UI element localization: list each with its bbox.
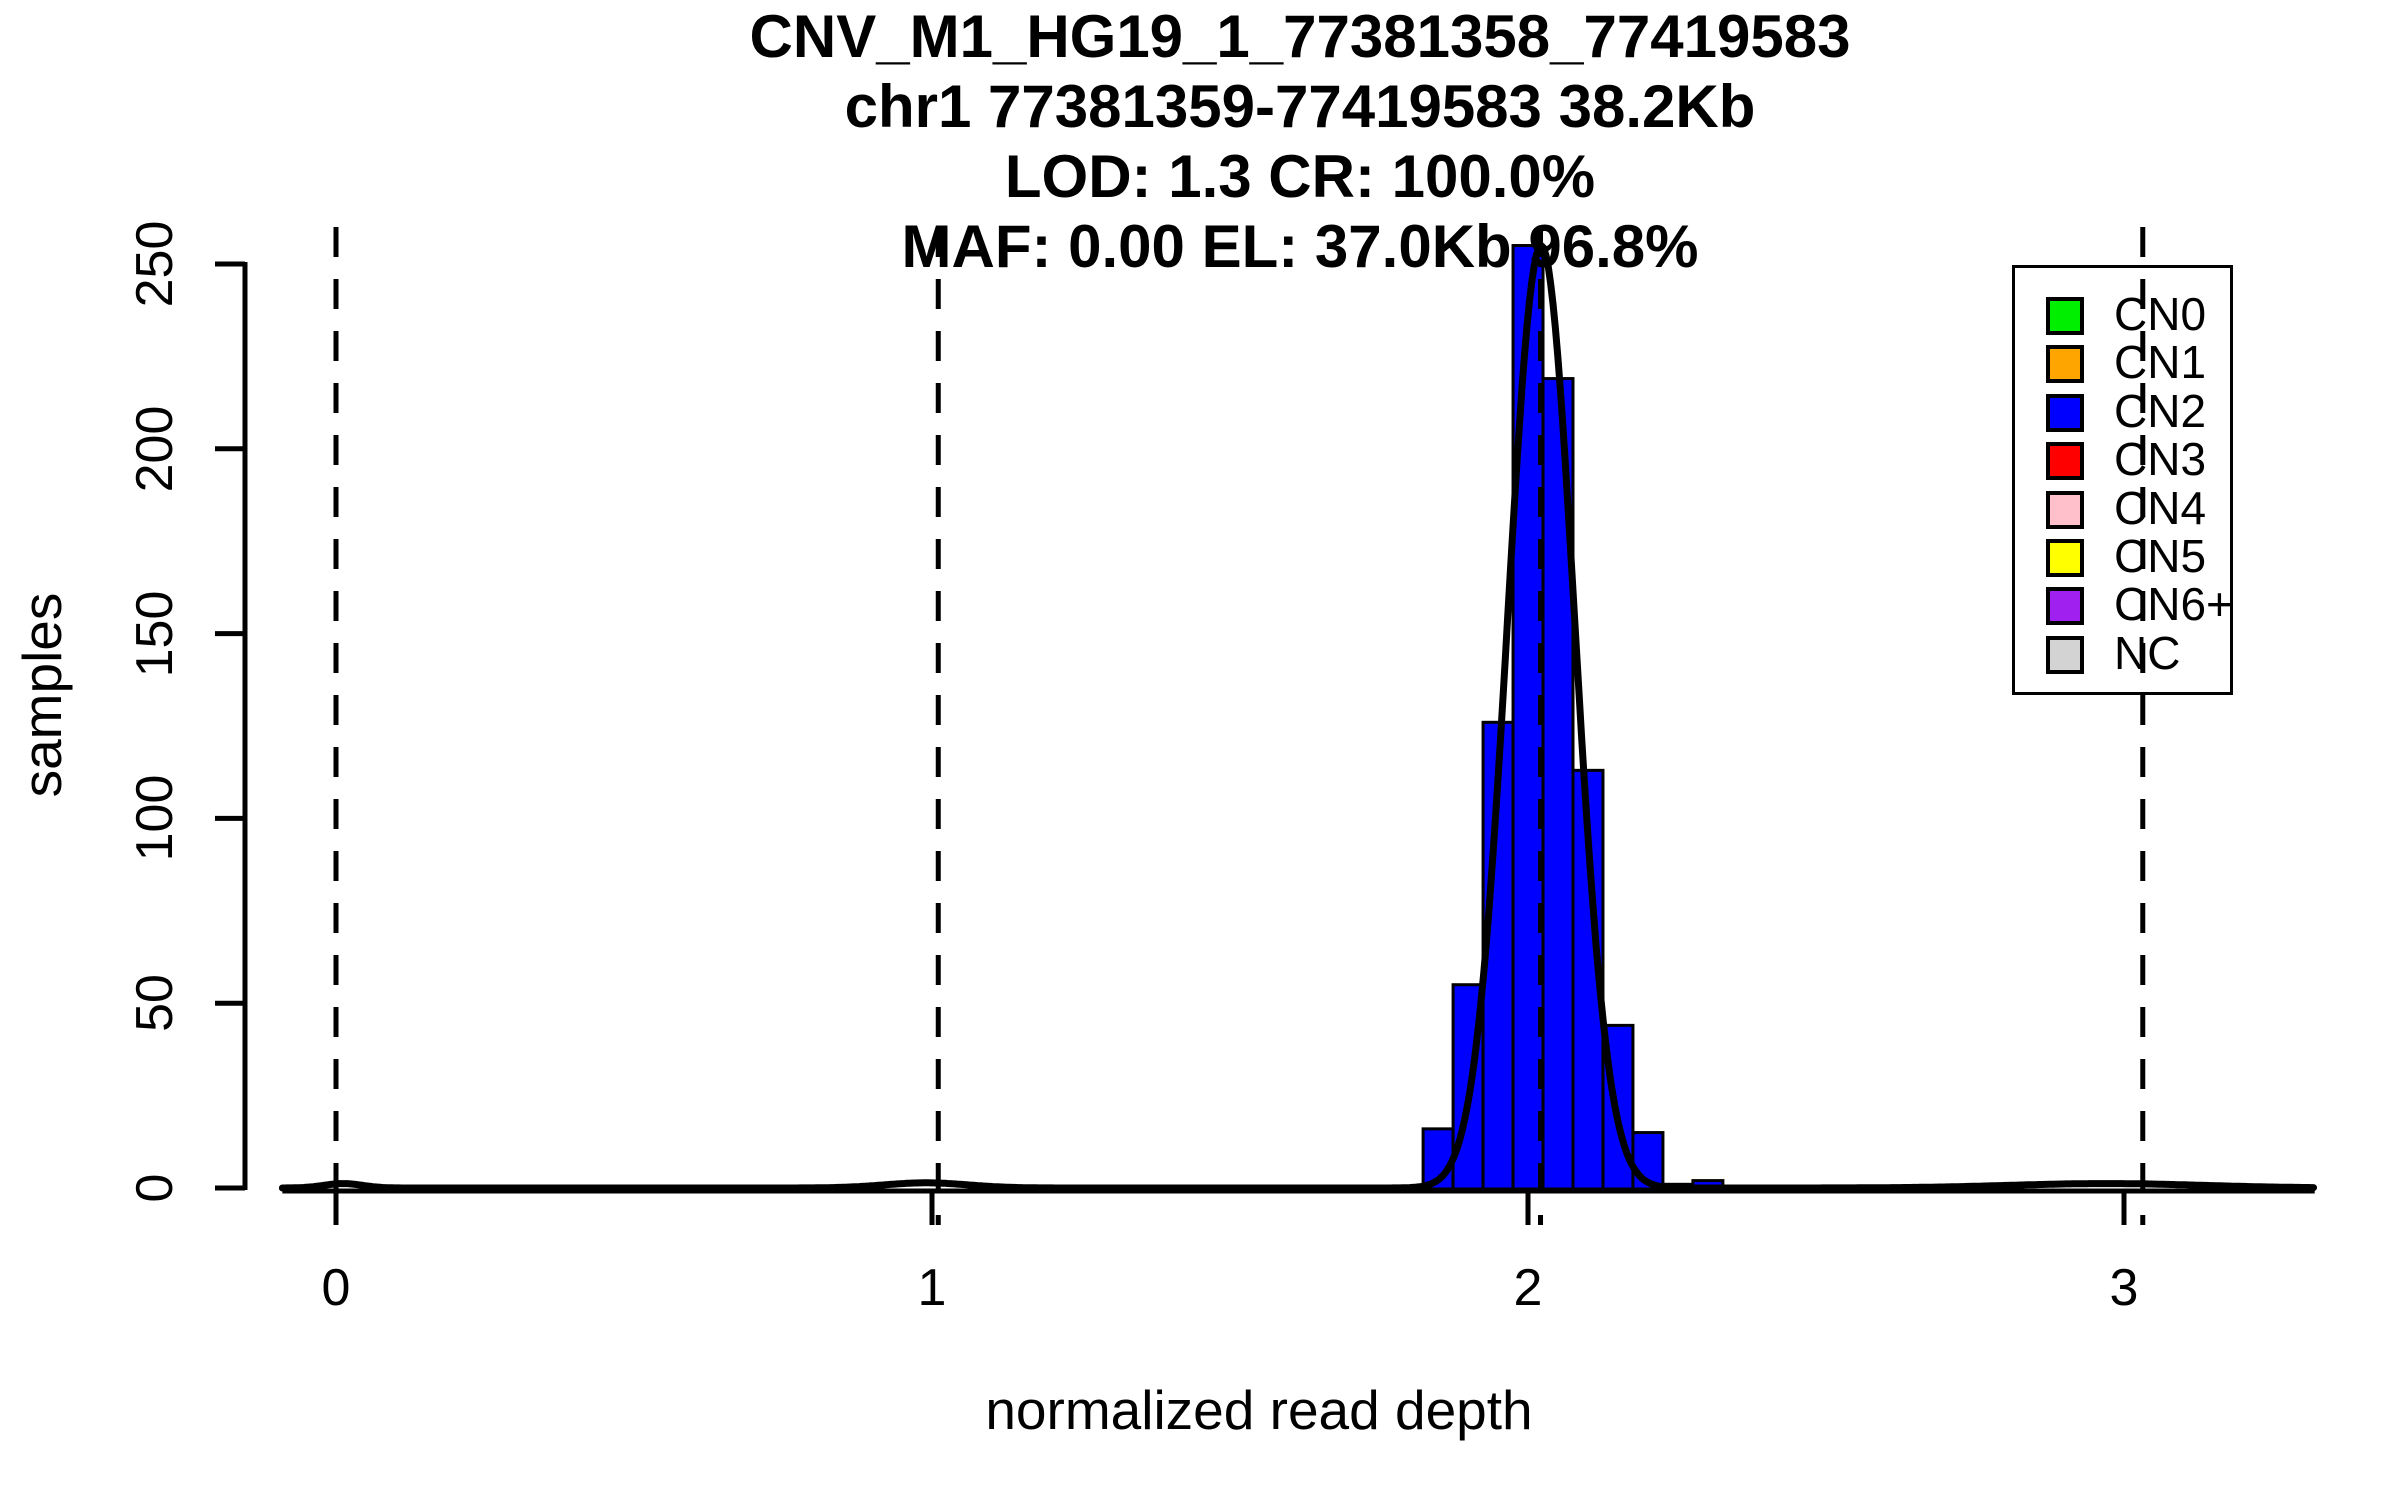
y-axis-label: samples bbox=[11, 592, 73, 798]
legend-swatch-icon bbox=[2046, 539, 2084, 577]
title-line-1: CNV_M1_HG19_1_77381358_77419583 bbox=[749, 3, 1851, 70]
legend-label: CN0 bbox=[2114, 288, 2207, 340]
legend-label: CN2 bbox=[2114, 384, 2207, 437]
legend-item-cn5: CN5 bbox=[2015, 530, 2230, 582]
title-line-4: MAF: 0.00 EL: 37.0Kb 96.8% bbox=[901, 213, 1699, 280]
legend-item-cn6plus: CN6+ bbox=[2015, 578, 2233, 631]
x-axis-label: normalized read depth bbox=[985, 1379, 1533, 1441]
x-tick-label: 0 bbox=[321, 1259, 351, 1317]
y-tick-label: 100 bbox=[126, 775, 184, 862]
histogram-bar bbox=[1631, 1131, 1665, 1191]
legend-swatch-icon bbox=[2046, 393, 2084, 432]
x-tick-label: 2 bbox=[1513, 1259, 1543, 1317]
y-tick-label: 200 bbox=[126, 405, 184, 493]
title-line-3: LOD: 1.3 CR: 100.0% bbox=[1004, 143, 1596, 210]
legend-swatch-icon bbox=[2046, 442, 2084, 481]
x-tick-label: 3 bbox=[2109, 1259, 2139, 1317]
legend-label: CN1 bbox=[2114, 336, 2207, 389]
legend-label: CN6+ bbox=[2114, 578, 2233, 631]
y-tick-label: 150 bbox=[126, 590, 184, 677]
y-tick-label: 50 bbox=[126, 974, 184, 1033]
y-tick-label: 250 bbox=[126, 220, 184, 308]
legend-swatch-icon bbox=[2046, 587, 2084, 626]
legend-swatch-icon bbox=[2046, 490, 2084, 529]
legend-label: CN5 bbox=[2114, 530, 2207, 582]
legend-item-cn2: CN2 bbox=[2015, 384, 2230, 437]
legend-swatch-icon bbox=[2046, 635, 2084, 674]
legend-swatch-icon bbox=[2046, 297, 2084, 335]
x-tick-label: 1 bbox=[917, 1259, 947, 1317]
legend-item-cn3: CN3 bbox=[2015, 433, 2230, 486]
legend-swatch-icon bbox=[2046, 345, 2084, 384]
y-tick-label: 0 bbox=[126, 1173, 184, 1203]
chart-title: CNV_M1_HG19_1_77381358_77419583 chr1 773… bbox=[300, 2, 2300, 282]
legend-label: CN4 bbox=[2114, 481, 2207, 534]
legend-item-cn4: CN4 bbox=[2015, 481, 2230, 534]
legend-item-cn0: CN0 bbox=[2015, 288, 2230, 340]
title-line-2: chr1 77381359-77419583 38.2Kb bbox=[844, 73, 1756, 140]
legend-item-nc: NC bbox=[2015, 626, 2230, 679]
density-curve bbox=[278, 242, 2317, 1192]
legend-item-cn1: CN1 bbox=[2015, 336, 2230, 389]
legend-label: NC bbox=[2114, 626, 2181, 679]
legend: CN0 CN1 CN2 CN3 CN4 CN5 CN6+ NC bbox=[2012, 265, 2233, 695]
legend-label: CN3 bbox=[2114, 433, 2207, 486]
